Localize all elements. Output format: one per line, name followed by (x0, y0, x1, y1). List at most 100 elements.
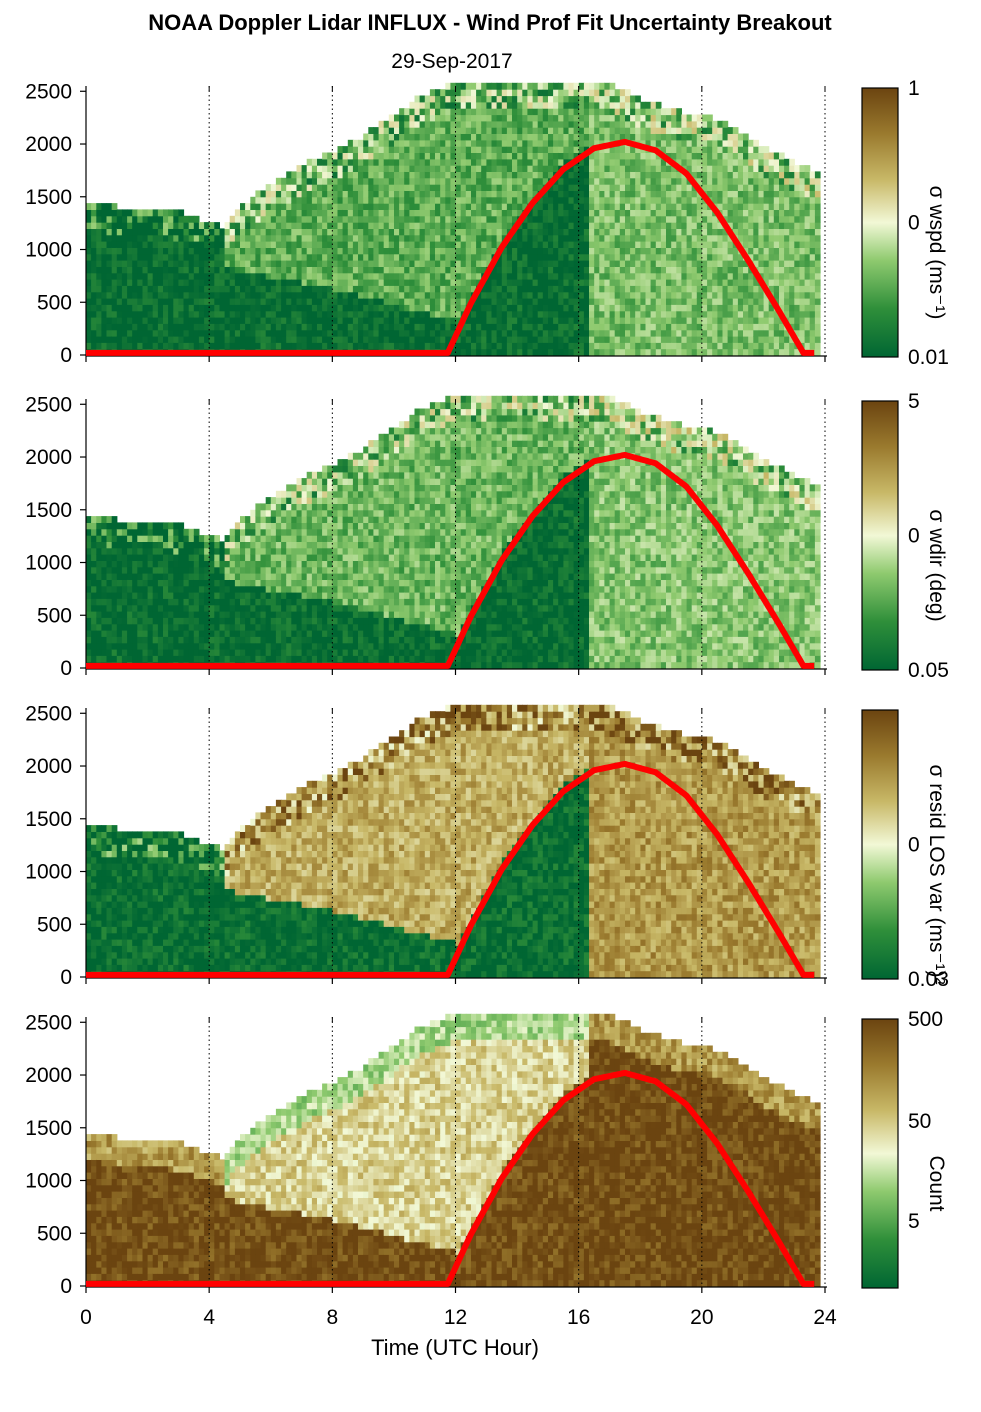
heatmap-cell (399, 285, 405, 293)
heatmap-cell (517, 241, 523, 248)
heatmap-cell (373, 190, 380, 198)
heatmap-cell (440, 317, 446, 324)
heatmap-cell (681, 304, 688, 312)
heatmap-cell (517, 82, 523, 90)
heatmap-cell (363, 329, 369, 337)
heatmap-cell (691, 310, 698, 318)
heatmap-cell (506, 203, 513, 210)
heatmap-cell (147, 228, 154, 236)
heatmap-cell (763, 146, 770, 153)
heatmap-cell (265, 266, 272, 274)
heatmap-cell (116, 209, 123, 217)
heatmap-cell (553, 228, 559, 236)
heatmap-cell (501, 342, 508, 350)
heatmap-cell (491, 209, 498, 217)
heatmap-cell (614, 247, 621, 255)
heatmap-cell (717, 139, 724, 147)
heatmap-cell (291, 247, 297, 255)
heatmap-cell (209, 310, 215, 318)
heatmap-cell (655, 234, 662, 242)
heatmap-cell (650, 190, 657, 198)
heatmap-cell (558, 342, 564, 350)
heatmap-cell (789, 272, 795, 280)
heatmap-cell (619, 120, 626, 128)
heatmap-cell (409, 215, 416, 223)
heatmap-cell (296, 209, 303, 217)
heatmap-cell (696, 272, 703, 280)
heatmap-cell (234, 279, 241, 286)
heatmap-cell (358, 323, 364, 331)
heatmap-cell (814, 272, 821, 280)
heatmap-cell (763, 304, 770, 312)
heatmap-cell (465, 152, 472, 160)
heatmap-cell (414, 336, 421, 343)
heatmap-cell (373, 247, 380, 255)
heatmap-cell (465, 184, 472, 191)
heatmap-cell (496, 241, 503, 248)
heatmap-cell (465, 203, 472, 210)
heatmap-cell (471, 285, 477, 293)
heatmap-cell (496, 152, 503, 160)
heatmap-cell (404, 108, 410, 116)
heatmap-cell (204, 336, 210, 343)
heatmap-cell (748, 146, 754, 153)
heatmap-cell (568, 203, 575, 210)
heatmap-cell (609, 241, 616, 248)
heatmap-cell (91, 247, 97, 255)
heatmap-cell (568, 266, 575, 274)
heatmap-cell (532, 304, 539, 312)
heatmap-cell (363, 310, 369, 318)
heatmap-cell (429, 158, 436, 166)
heatmap-cell (363, 190, 369, 198)
heatmap-cell (347, 304, 354, 312)
heatmap-cell (270, 336, 277, 343)
heatmap-cell (363, 291, 369, 299)
heatmap-cell (291, 196, 297, 204)
heatmap-cell (281, 247, 287, 255)
heatmap-cell (809, 272, 816, 280)
heatmap-cell (399, 209, 405, 217)
heatmap-cell (737, 196, 744, 204)
heatmap-cell (275, 222, 282, 229)
heatmap-cell (394, 342, 400, 350)
heatmap-cell (275, 291, 282, 299)
heatmap-cell (399, 253, 405, 261)
heatmap-cell (671, 184, 677, 191)
heatmap-cell (419, 272, 426, 280)
heatmap-cell (773, 222, 780, 229)
heatmap-cell (599, 266, 605, 274)
heatmap-cell (650, 215, 657, 223)
heatmap-cell (404, 184, 410, 191)
heatmap-cell (676, 215, 682, 223)
heatmap-cell (681, 222, 688, 229)
heatmap-cell (517, 342, 523, 350)
heatmap-cell (399, 304, 405, 312)
heatmap-cell (137, 253, 143, 261)
heatmap-cell (578, 329, 585, 337)
heatmap-cell (527, 215, 534, 223)
heatmap-cell (527, 177, 534, 185)
heatmap-cell (619, 203, 626, 210)
heatmap-cell (619, 190, 626, 198)
heatmap-cell (424, 152, 431, 160)
heatmap-cell (758, 291, 765, 299)
heatmap-cell (707, 266, 713, 274)
heatmap-cell (522, 285, 528, 293)
heatmap-cell (650, 158, 657, 166)
heatmap-cell (660, 108, 667, 116)
heatmap-cell (424, 253, 431, 261)
heatmap-cell (809, 203, 816, 210)
heatmap-cell (614, 310, 621, 318)
heatmap-cell (388, 133, 395, 141)
heatmap-cell (702, 222, 708, 229)
heatmap-cell (301, 190, 308, 198)
heatmap-cell (748, 215, 754, 223)
heatmap-cell (116, 266, 123, 274)
heatmap-cell (773, 285, 780, 293)
heatmap-cell (111, 323, 118, 331)
heatmap-cell (542, 158, 549, 166)
heatmap-cell (609, 95, 616, 103)
heatmap-cell (450, 114, 457, 122)
heatmap-cell (337, 196, 344, 204)
heatmap-cell (142, 222, 149, 229)
